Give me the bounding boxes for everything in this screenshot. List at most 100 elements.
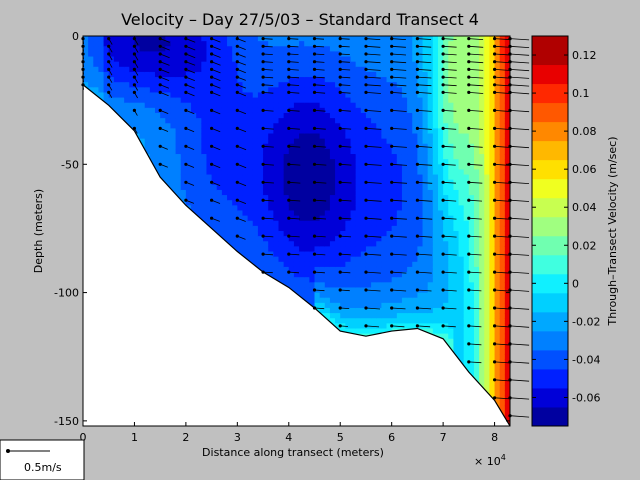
heatmap-cell (252, 184, 259, 191)
heatmap-cell (191, 102, 197, 109)
heatmap-cell (201, 169, 208, 176)
heatmap-cell (263, 184, 269, 191)
heatmap-cell (324, 292, 331, 299)
heatmap-cell (252, 195, 259, 201)
heatmap-cell (386, 318, 393, 324)
heatmap-cell (355, 112, 362, 119)
heatmap-cell (314, 246, 321, 253)
heatmap-cell (283, 51, 290, 58)
heatmap-cell (185, 97, 192, 104)
heatmap-cell (324, 128, 331, 135)
heatmap-cell (93, 66, 100, 73)
heatmap-cell (206, 41, 213, 47)
heatmap-cell (350, 205, 357, 212)
heatmap-cell (299, 77, 305, 83)
heatmap-cell (335, 138, 341, 145)
heatmap-cell (293, 41, 300, 47)
heatmap-cell (211, 82, 218, 88)
heatmap-cell (355, 128, 362, 135)
heatmap-cell (360, 225, 367, 232)
heatmap-cell (175, 128, 182, 135)
heatmap-cell (288, 277, 295, 283)
heatmap-cell (365, 210, 372, 217)
heatmap-cell (165, 154, 172, 160)
heatmap-cell (144, 97, 151, 104)
heatmap-cell (247, 56, 254, 63)
heatmap-cell (180, 133, 187, 140)
heatmap-cell (201, 148, 208, 155)
heatmap-cell (283, 236, 290, 242)
heatmap-cell (386, 112, 393, 119)
heatmap-cell (232, 220, 238, 227)
heatmap-cell (329, 128, 336, 135)
heatmap-cell (360, 159, 367, 165)
heatmap-cell (407, 133, 413, 140)
heatmap-cell (88, 61, 94, 68)
heatmap-cell (263, 92, 269, 99)
heatmap-cell (257, 256, 264, 263)
heatmap-cell (134, 107, 141, 114)
heatmap-cell (273, 241, 280, 247)
heatmap-cell (196, 189, 202, 196)
heatmap-cell (237, 46, 244, 52)
heatmap-cell (360, 82, 367, 88)
heatmap-cell (350, 231, 357, 237)
heatmap-cell (185, 87, 192, 94)
heatmap-cell (237, 241, 244, 247)
heatmap-cell (252, 133, 259, 140)
heatmap-cell (278, 56, 285, 63)
heatmap-cell (160, 118, 166, 124)
heatmap-cell (299, 236, 305, 242)
heatmap-cell (324, 313, 331, 319)
heatmap-cell (360, 51, 367, 58)
heatmap-cell (386, 36, 393, 42)
heatmap-cell (299, 231, 305, 237)
heatmap-cell (83, 51, 89, 58)
heatmap-cell (401, 97, 408, 104)
heatmap-cell (345, 148, 352, 155)
heatmap-cell (293, 282, 300, 289)
heatmap-cell (314, 77, 321, 83)
heatmap-cell (319, 277, 326, 283)
heatmap-cell (376, 102, 382, 109)
heatmap-cell (149, 123, 156, 129)
heatmap-cell (417, 195, 424, 201)
heatmap-cell (401, 138, 408, 145)
heatmap-cell (309, 128, 316, 135)
heatmap-cell (257, 241, 264, 247)
heatmap-cell (165, 107, 172, 114)
heatmap-cell (149, 154, 156, 160)
heatmap-cell (335, 123, 341, 129)
heatmap-cell (149, 56, 156, 63)
heatmap-cell (401, 61, 408, 68)
heatmap-cell (211, 102, 218, 109)
heatmap-cell (160, 174, 166, 181)
heatmap-cell (201, 174, 208, 181)
heatmap-cell (401, 246, 408, 253)
heatmap-cell (314, 189, 321, 196)
heatmap-cell (165, 118, 172, 124)
heatmap-cell (360, 241, 367, 247)
heatmap-cell (345, 292, 352, 299)
heatmap-cell (340, 313, 346, 319)
heatmap-cell (196, 118, 202, 124)
heatmap-cell (232, 66, 238, 73)
heatmap-cell (283, 56, 290, 63)
heatmap-cell (371, 92, 377, 99)
heatmap-cell (345, 200, 352, 206)
heatmap-cell (396, 256, 403, 263)
heatmap-cell (391, 282, 398, 289)
heatmap-cell (88, 77, 94, 83)
heatmap-cell (345, 256, 352, 263)
heatmap-cell (376, 56, 382, 63)
heatmap-cell (386, 143, 393, 150)
heatmap-cell (304, 77, 310, 83)
heatmap-cell (237, 231, 244, 237)
heatmap-cell (324, 41, 331, 47)
heatmap-cell (360, 169, 367, 176)
heatmap-cell (396, 189, 403, 196)
heatmap-cell (211, 143, 218, 150)
heatmap-cell (371, 307, 377, 314)
heatmap-cell (335, 287, 341, 294)
heatmap-cell (396, 246, 403, 253)
